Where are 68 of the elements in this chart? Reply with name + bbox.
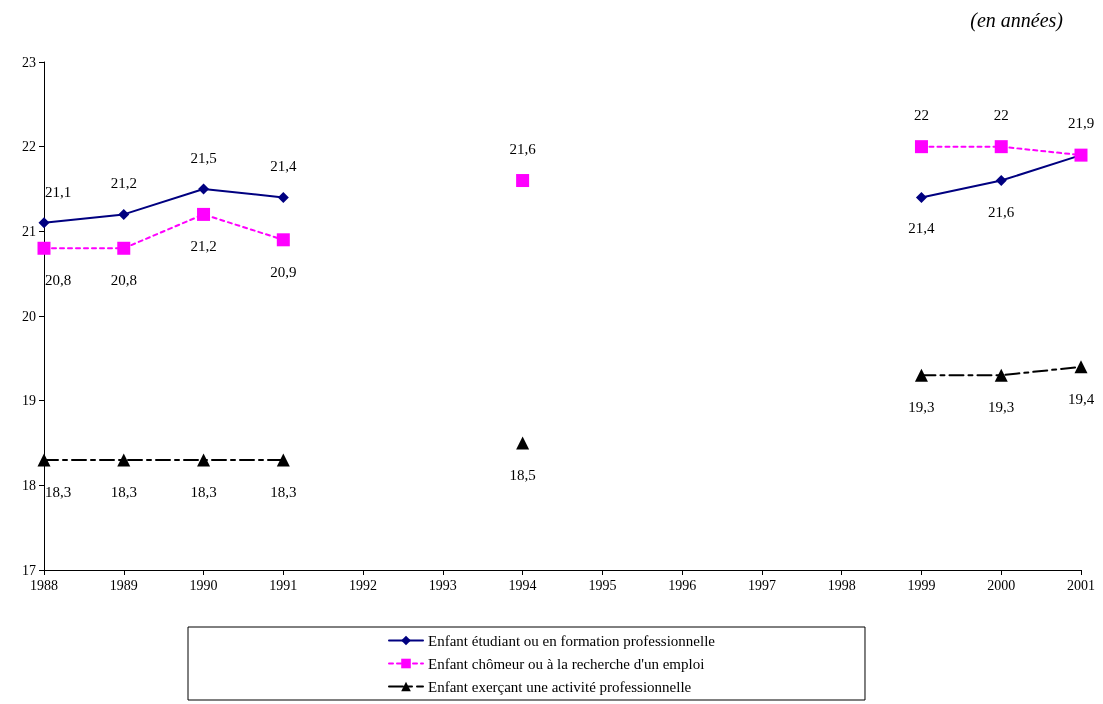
data-label: 20,8 (44, 272, 72, 289)
x-tick-label: 1995 (588, 577, 617, 593)
point (118, 208, 130, 220)
point (277, 191, 289, 203)
data-label: 21,6 (988, 203, 1015, 220)
data-label: 21,2 (110, 175, 137, 192)
point (994, 140, 1008, 154)
data-label: 18,3 (110, 483, 137, 500)
point (197, 453, 211, 467)
y-tick-label: 21 (22, 223, 36, 239)
point (994, 368, 1008, 382)
point (117, 241, 131, 255)
data-label: 22 (993, 106, 1009, 123)
x-tick-label: 1997 (747, 577, 776, 593)
x-tick-label: 1989 (109, 577, 138, 593)
x-tick-label: 1993 (428, 577, 457, 593)
y-tick-label: 23 (22, 54, 36, 70)
y-tick-label: 19 (22, 393, 36, 409)
point (37, 453, 51, 467)
x-tick-label: 1994 (508, 577, 537, 593)
data-label: 18,3 (190, 483, 217, 500)
data-label: 20,9 (270, 263, 297, 280)
data-label: 21,4 (270, 158, 297, 175)
y-tick-label: 17 (22, 562, 36, 578)
point (117, 453, 131, 467)
point (914, 140, 928, 154)
point (198, 183, 210, 195)
point (276, 233, 290, 247)
point (516, 436, 530, 450)
data-label: 21,4 (908, 220, 936, 237)
point (38, 217, 50, 229)
point (197, 207, 211, 221)
x-tick-label: 1996 (668, 577, 697, 593)
point (37, 241, 51, 255)
data-label: 18,3 (270, 483, 297, 500)
y-tick-label: 20 (22, 308, 36, 324)
data-label: 19,3 (988, 399, 1015, 416)
data-label: 21,6 (509, 140, 537, 157)
text: (en années) (970, 9, 1064, 32)
x-tick-label: 1988 (30, 577, 58, 593)
legend-label: Enfant chômeur ou à la recherche d'un emploi (428, 655, 705, 672)
point (516, 174, 530, 188)
data-label: 18,3 (44, 483, 72, 500)
y-tick-label: 18 (22, 477, 36, 493)
data-label: 19,3 (908, 399, 935, 416)
x-tick-label: 1991 (269, 577, 298, 593)
data-label: 21,5 (190, 150, 217, 166)
point (995, 175, 1007, 187)
x-tick-label: 2001 (1067, 577, 1095, 593)
x-tick-label: 1992 (349, 577, 378, 593)
y-tick-label: 22 (22, 139, 36, 155)
data-label: 19,4 (1067, 390, 1095, 407)
x-tick-label: 1990 (189, 577, 218, 593)
point (276, 453, 290, 467)
x-tick-label: 1998 (827, 577, 856, 593)
data-label: 22 (913, 106, 929, 123)
data-label: 21,9 (1067, 115, 1095, 132)
data-label: 20,8 (110, 272, 137, 289)
x-tick-label: 1999 (907, 577, 936, 593)
point (1074, 360, 1088, 374)
legend-label: Enfant exerçant une activité professionnelle (428, 678, 692, 695)
data-label: 21,1 (44, 183, 72, 200)
data-label: 18,5 (509, 467, 536, 483)
point (914, 368, 928, 382)
legend-label: Enfant étudiant ou en formation professionnelle (428, 632, 716, 649)
data-label: 21,2 (190, 238, 217, 255)
x-tick-label: 2000 (987, 577, 1016, 593)
point (915, 191, 927, 203)
